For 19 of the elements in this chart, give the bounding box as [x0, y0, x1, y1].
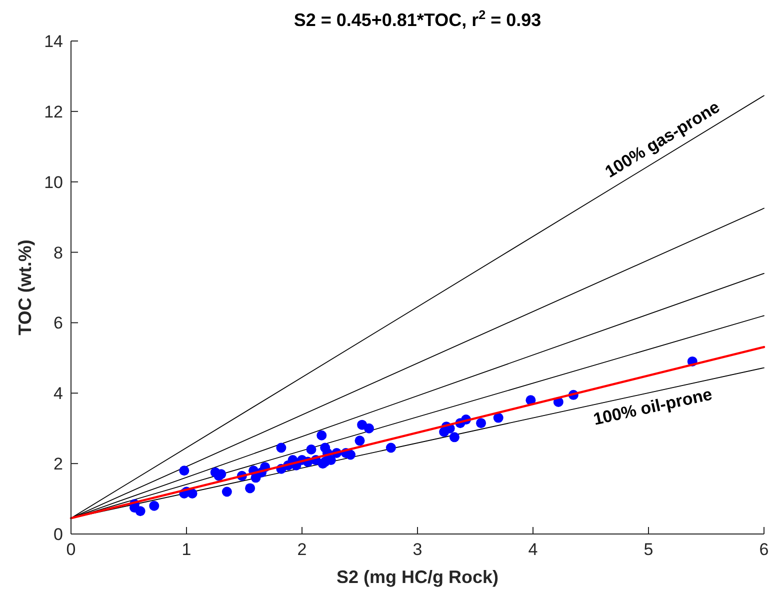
x-tick-label: 0	[66, 540, 76, 559]
annotation: 100% oil-prone	[592, 385, 714, 430]
y-tick-label: 10	[44, 172, 63, 192]
x-tick-label: 3	[412, 540, 422, 559]
x-tick-label: 4	[528, 540, 538, 559]
y-axis-title: TOC (wt.%)	[15, 240, 35, 336]
y-tick-label: 4	[54, 384, 63, 404]
chart-title: S2 = 0.45+0.81*TOC, r$^{2}$ = 0.93	[294, 8, 542, 30]
y-tick-label: 2	[54, 454, 63, 474]
x-tick-label: 1	[182, 540, 192, 559]
y-tick-label: 8	[54, 243, 63, 262]
x-tick-label: 2	[297, 540, 307, 559]
x-tick-label: 6	[759, 540, 769, 559]
y-tick-label: 12	[44, 102, 63, 122]
y-tick-label: 6	[54, 314, 63, 333]
y-tick-label: 14	[44, 32, 63, 51]
x-axis-title: S2 (mg HC/g Rock)	[336, 567, 499, 587]
x-tick-label: 5	[644, 540, 654, 559]
y-tick-label: 0	[54, 525, 63, 544]
